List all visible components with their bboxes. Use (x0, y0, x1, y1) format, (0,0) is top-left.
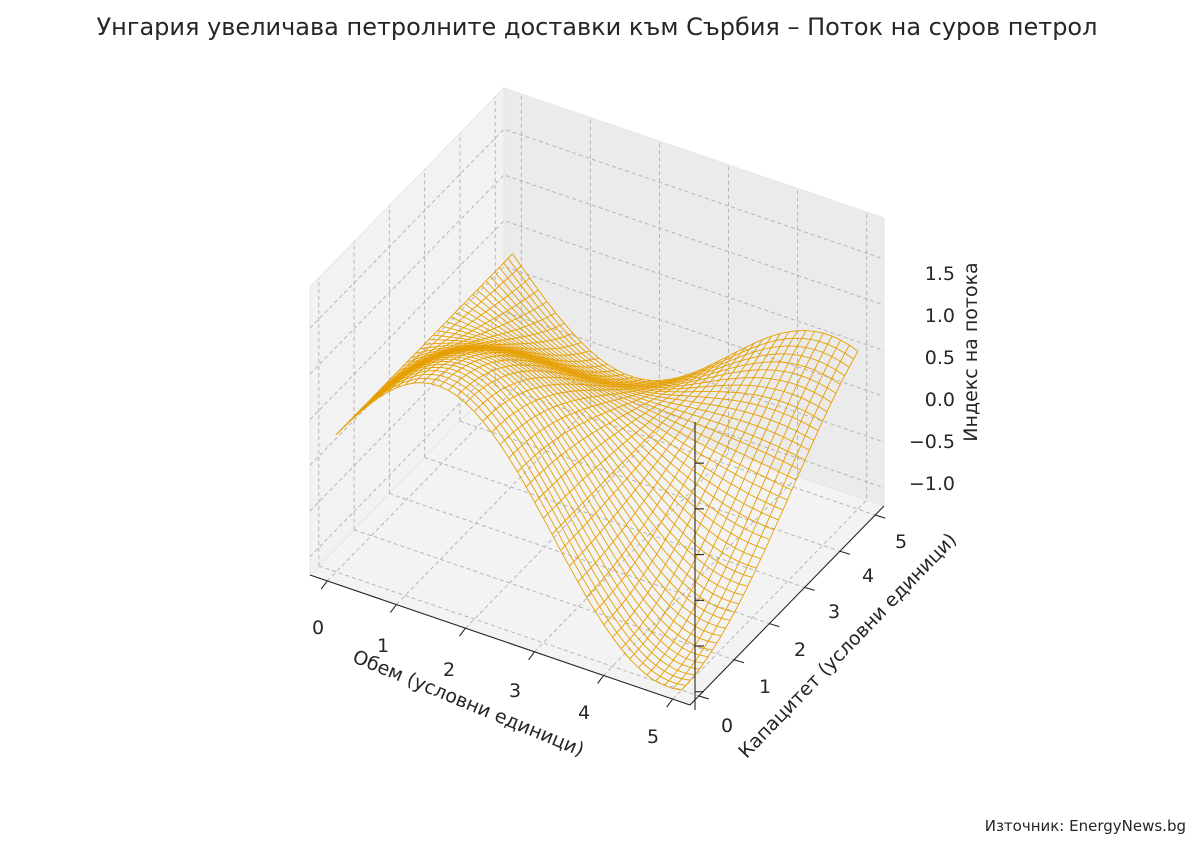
surface-line (490, 276, 837, 394)
z-tick-label: −0.5 (909, 431, 955, 453)
surface-line (393, 349, 740, 605)
x-tick-label: 1 (377, 635, 389, 657)
gridline (309, 128, 885, 329)
y-tick (769, 623, 780, 628)
surface-line (454, 312, 801, 471)
surface-line (410, 346, 757, 569)
surface-line (344, 373, 691, 681)
surface-line (384, 351, 731, 621)
surface-line (481, 285, 828, 413)
surface-line (353, 366, 700, 670)
z-tick-label: 0.0 (925, 389, 955, 411)
chart-title: Унгария увеличава петролните доставки къ… (97, 13, 1098, 41)
surface-line (348, 370, 695, 676)
gridline (396, 117, 591, 605)
surface-line (362, 361, 709, 658)
y-tick-label: 3 (828, 601, 840, 623)
x-tick (459, 627, 466, 637)
x-tick-label: 0 (312, 617, 324, 639)
x-tick (389, 604, 397, 613)
surface-line (433, 334, 779, 521)
gridline (309, 220, 885, 420)
z-tick-labels: −1.0 −0.5 0.0 0.5 1.0 1.5 (909, 263, 955, 495)
surface-line (494, 271, 841, 386)
gridline (353, 529, 735, 661)
y-tick-label: 0 (721, 715, 733, 737)
surface-line (366, 358, 713, 651)
surface-line (340, 377, 687, 686)
gridline (459, 420, 841, 552)
x-tick-labels: 0 1 2 3 4 5 (312, 617, 659, 748)
surface-line (468, 298, 815, 441)
gridline (326, 93, 522, 582)
surface-line (419, 344, 766, 550)
surface-line (450, 316, 797, 481)
surface-line (463, 303, 810, 451)
x-axis-label: Обем (условни единици) (349, 646, 587, 761)
surface-line (441, 325, 788, 501)
surface-line (388, 350, 735, 613)
gridline (318, 565, 699, 697)
z-tick-label: 1.5 (925, 263, 955, 285)
x-tick-label: 3 (509, 680, 521, 702)
gridline (534, 164, 729, 653)
surface-line (375, 354, 722, 637)
gridline (465, 141, 660, 629)
gridline (603, 188, 799, 676)
y-tick-label: 1 (759, 676, 771, 698)
surface-line (424, 342, 770, 540)
surface-line (379, 352, 726, 629)
z-axis-label: Индекс на потока (960, 262, 982, 441)
surface-line (357, 363, 704, 664)
x-tick-label: 5 (647, 726, 659, 748)
x-tick-label: 2 (443, 659, 455, 681)
gridline (672, 212, 868, 700)
x-axis-line (309, 574, 691, 706)
surface-line (402, 347, 748, 587)
gridline (309, 357, 885, 558)
wireframe-surface (335, 253, 859, 691)
y-tick-label: 5 (895, 531, 907, 553)
surface-line (512, 253, 859, 381)
z-tick-label: 1.0 (925, 305, 955, 327)
surface-line (507, 258, 854, 383)
source-note: Източник: EnergyNews.bg (984, 817, 1186, 835)
gridline (389, 493, 770, 625)
surface-line (472, 294, 819, 432)
x-tick (597, 675, 605, 684)
gridline (309, 174, 885, 375)
surface-line (459, 307, 806, 461)
surface-line (415, 345, 762, 560)
gridline (424, 456, 805, 588)
x-tick (528, 651, 535, 661)
x-tick (666, 698, 674, 708)
y-tick-label: 2 (794, 639, 806, 661)
surface-line (335, 382, 682, 691)
y-tick (698, 695, 709, 700)
gridline (309, 311, 885, 512)
surface-line (446, 321, 792, 491)
x-tick (320, 580, 328, 590)
y-tick (733, 659, 745, 664)
y-tick (839, 550, 851, 555)
axes (309, 422, 886, 710)
z-tick-label: −1.0 (909, 473, 955, 495)
z-tick-label: 0.5 (925, 347, 955, 369)
surface-line (397, 348, 744, 596)
surface-line (476, 289, 823, 422)
surface-line (437, 330, 784, 511)
x-tick-label: 4 (578, 702, 590, 724)
y-tick (804, 586, 815, 591)
surface-line (371, 356, 717, 644)
y-axis-line (689, 505, 885, 706)
y-tick-labels: 0 1 2 3 4 5 (721, 531, 907, 737)
surface-line (498, 267, 845, 385)
y-tick-label: 4 (862, 565, 874, 587)
surface-line (485, 280, 832, 403)
surface-line (503, 262, 850, 384)
surface-line (428, 339, 775, 531)
y-tick (875, 514, 886, 519)
